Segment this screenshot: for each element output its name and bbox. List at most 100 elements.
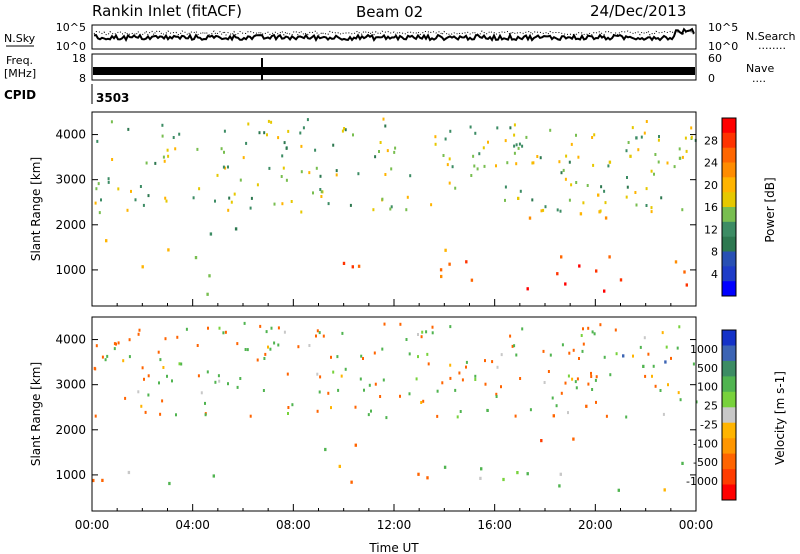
power-colorbar-segment [722,192,736,208]
velocity-echo [316,409,319,413]
power-colorbar-segment [722,236,736,252]
velocity-echo [106,354,109,358]
velocity-echo [175,413,177,417]
velocity-echo [399,394,401,398]
power-echo [174,147,177,151]
velocity-echo [574,380,577,384]
power-echo [654,153,657,156]
velocity-ytick-label: 1000 [55,468,86,482]
power-colorbar-frame [721,117,737,297]
velocity-echo [127,470,131,475]
velocity-echo [316,329,319,333]
nsky-tick-bottom: 10^0 [56,40,86,53]
velocity-echo [642,364,645,368]
power-echo [228,196,231,200]
power-echo [250,196,253,200]
velocity-colorbar-label: Velocity [m s-1] [773,371,787,465]
velocity-x-axis: 00:00 04:00 08:00 12:00 16:00 20:00 00:00 [75,504,713,532]
power-echo [273,202,276,206]
velocity-echo [676,346,679,350]
velocity-echo [218,379,221,383]
power-echo [314,148,317,152]
power-echo [513,133,516,137]
power-echo [564,282,567,286]
power-echo [239,178,242,182]
power-echo [393,150,396,154]
velocity-echo [591,388,594,391]
power-echo [266,133,268,137]
power-echo [556,208,559,212]
velocity-echo [239,377,242,380]
velocity-echo [443,465,447,469]
power-echo [470,278,474,282]
power-echo [608,160,612,164]
velocity-echo [147,393,150,397]
power-echo [163,159,166,163]
power-echo [657,138,660,142]
velocity-echo [197,374,200,378]
velocity-echo [277,343,280,347]
power-echo [509,126,512,130]
velocity-colorbar-segment [722,407,736,424]
velocity-echo [581,349,584,353]
nsearch-series-line [93,30,695,36]
velocity-echo [422,399,425,403]
velocity-echo [162,366,165,369]
power-echo [386,149,389,153]
nsky-panel-frame [91,24,697,50]
velocity-echo [667,383,669,387]
power-echo [444,248,447,252]
power-echo [448,157,451,161]
power-echo [161,134,164,138]
power-echo [577,155,580,159]
power-echo [495,164,497,168]
power-echo [300,170,303,174]
freq-series-band [93,67,695,75]
velocity-echo [104,358,107,362]
velocity-echo [362,357,364,360]
power-echo [263,131,266,135]
velocity-echo [180,362,183,366]
velocity-echo [605,414,608,418]
power-echo [344,128,347,132]
power-echo [597,193,600,197]
power-echo [619,278,623,282]
power-echo [97,182,100,186]
velocity-echo [176,335,179,339]
velocity-echo [558,484,561,488]
velocity-echo [695,400,698,404]
velocity-echo [420,401,423,404]
power-echo [579,212,583,216]
power-echo [506,161,509,165]
velocity-echo [568,351,571,355]
power-echo [634,191,637,194]
velocity-colorbar-segment [722,360,736,377]
power-echo [604,216,608,220]
power-echo [640,135,643,139]
velocity-echo [212,474,215,478]
power-echo [504,139,507,143]
power-echo [192,196,195,200]
power-echo [531,198,534,202]
velocity-echo [692,362,695,366]
power-echo [270,120,273,124]
power-echo [603,189,606,193]
power-echo [409,174,412,178]
power-echo [166,148,169,152]
velocity-ytick-label: 4000 [55,333,86,347]
velocity-echo [227,382,229,386]
power-colorbar-tick: 20 [704,179,718,192]
power-echo [320,190,323,194]
power-echo [645,187,648,191]
power-echo [470,174,473,177]
power-echo [473,164,476,168]
velocity-echo [207,326,209,330]
power-echo [645,204,648,207]
power-echo [167,248,170,252]
power-echo [172,136,175,139]
power-colorbar: 28 24 20 16 12 8 4 [704,117,737,297]
velocity-y-label: Slant Range [km] [29,362,43,466]
power-y-label: Slant Range [km] [29,157,43,261]
power-echo [308,171,311,175]
velocity-echo [368,383,371,387]
